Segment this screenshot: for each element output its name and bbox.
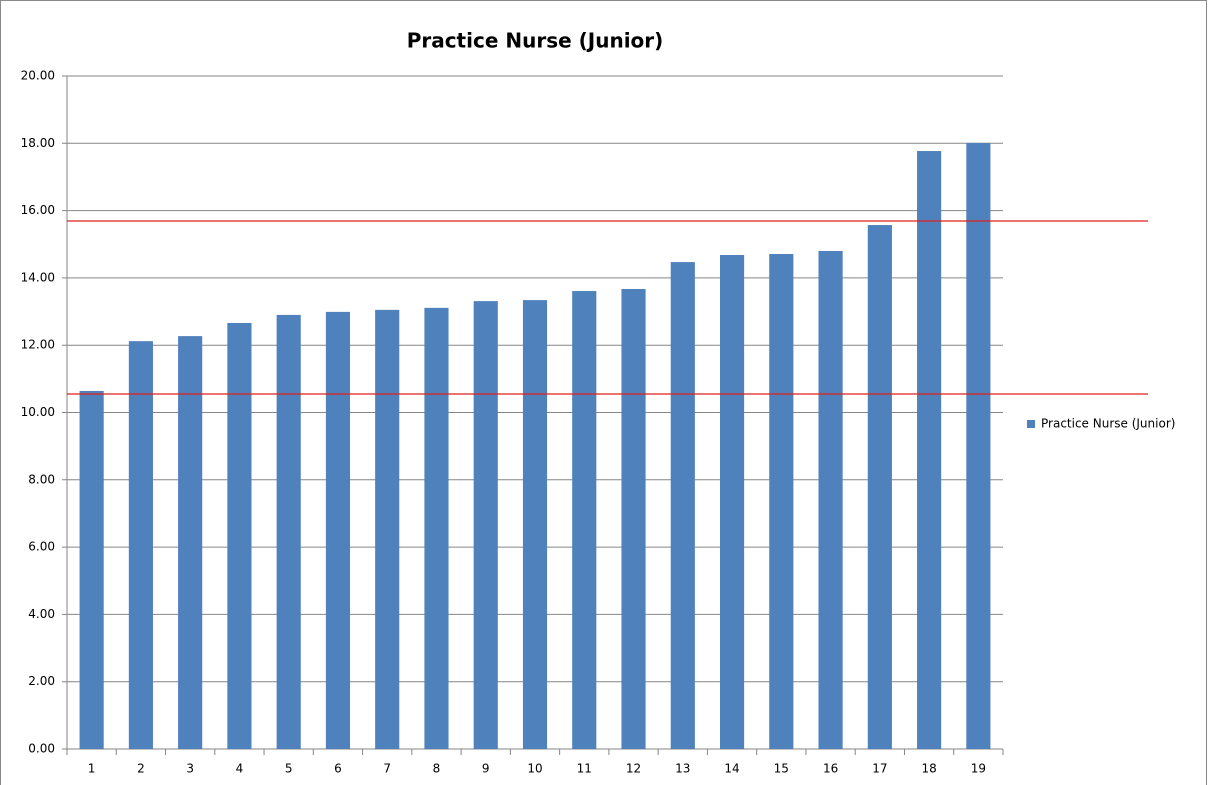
x-tick-label: 6	[334, 762, 342, 776]
y-tick-label: 18.00	[21, 136, 55, 150]
bar	[818, 250, 843, 750]
x-tick-label: 8	[433, 762, 441, 776]
y-tick-label: 0.00	[28, 742, 55, 756]
x-tick-label: 14	[724, 762, 739, 776]
bar	[325, 311, 351, 749]
x-tick-label: 1	[88, 762, 96, 776]
bar	[769, 254, 794, 750]
y-tick-label: 14.00	[21, 270, 55, 284]
bar	[917, 151, 942, 750]
y-tick-label: 2.00	[28, 674, 55, 688]
bar	[128, 341, 153, 749]
bar	[572, 291, 597, 749]
bar	[178, 336, 203, 749]
chart-title: Practice Nurse (Junior)	[407, 29, 664, 53]
bar	[276, 314, 301, 749]
y-tick-label: 6.00	[28, 540, 55, 554]
bar	[522, 300, 548, 749]
x-tick-label: 11	[577, 762, 592, 776]
y-tick-label: 12.00	[21, 338, 55, 352]
x-tick-label: 4	[236, 762, 244, 776]
bar	[227, 322, 252, 749]
y-tick-label: 10.00	[21, 405, 55, 419]
y-tick-label: 16.00	[21, 203, 55, 217]
x-tick-label: 15	[774, 762, 789, 776]
x-tick-label: 5	[285, 762, 293, 776]
x-tick-label: 18	[921, 762, 936, 776]
bar	[79, 390, 104, 749]
y-tick-label: 20.00	[21, 69, 55, 83]
bar	[966, 142, 991, 749]
x-tick-label: 10	[527, 762, 542, 776]
legend-label: Practice Nurse (Junior)	[1041, 417, 1175, 431]
bar	[867, 225, 892, 749]
bar	[719, 255, 745, 749]
bar	[424, 307, 449, 749]
x-tick-label: 2	[137, 762, 145, 776]
bar	[473, 301, 498, 749]
y-tick-label: 8.00	[28, 472, 55, 486]
x-tick-label: 13	[675, 762, 690, 776]
legend-swatch	[1027, 420, 1035, 428]
x-tick-label: 19	[971, 762, 986, 776]
y-tick-label: 4.00	[28, 607, 55, 621]
x-tick-label: 16	[823, 762, 838, 776]
bar	[670, 262, 695, 749]
x-tick-label: 12	[626, 762, 641, 776]
bar	[621, 289, 646, 749]
x-tick-label: 3	[186, 762, 194, 776]
x-tick-label: 9	[482, 762, 490, 776]
x-tick-label: 7	[383, 762, 391, 776]
bar	[375, 309, 400, 749]
x-tick-label: 17	[872, 762, 887, 776]
